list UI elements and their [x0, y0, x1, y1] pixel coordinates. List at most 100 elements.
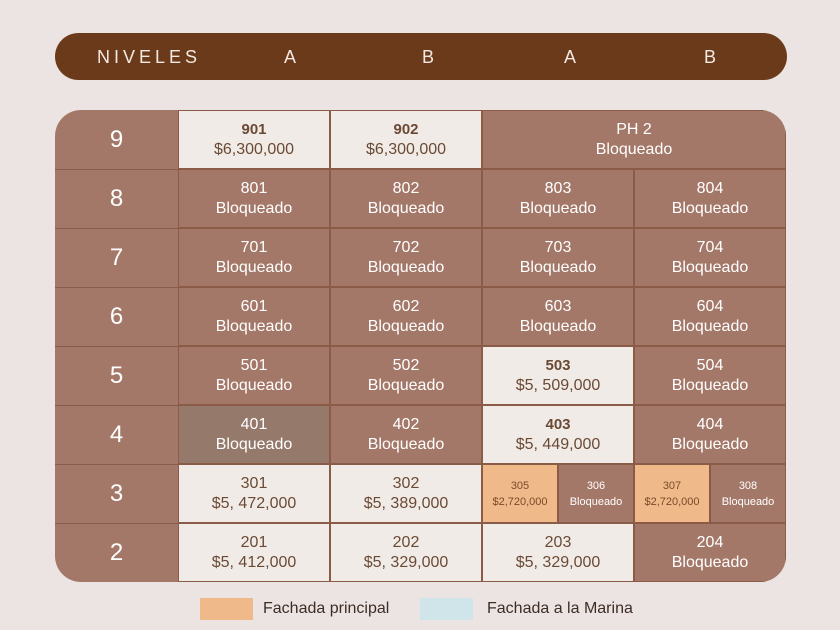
unit-number: 502 — [392, 356, 420, 374]
unit-603[interactable]: 603 Bloqueado — [482, 287, 634, 346]
legend-swatch-principal — [200, 598, 253, 620]
unit-404[interactable]: 404 Bloqueado — [634, 405, 786, 464]
unit-204[interactable]: 204 Bloqueado — [634, 523, 786, 582]
unit-number: 604 — [696, 297, 724, 315]
unit-number: 501 — [240, 356, 268, 374]
unit-status: Bloqueado — [215, 435, 293, 453]
unit-status: $5, 389,000 — [363, 494, 449, 512]
unit-number: 603 — [544, 297, 572, 315]
unit-305[interactable]: 305 $2,720,000 — [482, 464, 558, 523]
unit-status: $5, 329,000 — [363, 553, 449, 571]
unit-501[interactable]: 501 Bloqueado — [178, 346, 330, 405]
level-label: 9 — [55, 110, 178, 170]
unit-504[interactable]: 504 Bloqueado — [634, 346, 786, 405]
unit-number: 307 — [662, 479, 682, 492]
unit-status: Bloqueado — [671, 553, 749, 571]
unit-number: 202 — [392, 533, 420, 551]
header-niveles: NIVELES — [97, 47, 202, 67]
unit-ph2[interactable]: PH 2 Bloqueado — [482, 110, 786, 169]
unit-306[interactable]: 306 Bloqueado — [558, 464, 634, 523]
unit-status: Bloqueado — [595, 140, 673, 158]
unit-status: Bloqueado — [671, 435, 749, 453]
unit-status: Bloqueado — [519, 199, 597, 217]
unit-number: 306 — [586, 479, 606, 492]
unit-number: 503 — [545, 356, 571, 374]
level-label: 4 — [55, 405, 178, 465]
unit-status: $5, 472,000 — [211, 494, 297, 512]
unit-402[interactable]: 402 Bloqueado — [330, 405, 482, 464]
unit-number: 803 — [544, 179, 572, 197]
unit-number: 804 — [696, 179, 724, 197]
unit-403[interactable]: 403 $5, 449,000 — [482, 405, 634, 464]
level-label: 7 — [55, 228, 178, 288]
legend-label-marina: Fachada a la Marina — [487, 600, 633, 617]
unit-status: $5, 412,000 — [211, 553, 297, 571]
unit-number: PH 2 — [616, 120, 652, 138]
unit-status: $5, 449,000 — [515, 435, 601, 453]
unit-status: $5, 509,000 — [515, 376, 601, 394]
unit-number: 302 — [392, 474, 420, 492]
unit-703[interactable]: 703 Bloqueado — [482, 228, 634, 287]
unit-status: $2,720,000 — [644, 495, 700, 508]
unit-status: Bloqueado — [671, 199, 749, 217]
unit-804[interactable]: 804 Bloqueado — [634, 169, 786, 228]
unit-number: 902 — [393, 120, 419, 138]
unit-601[interactable]: 601 Bloqueado — [178, 287, 330, 346]
unit-number: 704 — [696, 238, 724, 256]
header-col-a1: A — [284, 47, 301, 67]
unit-number: 201 — [240, 533, 268, 551]
unit-308[interactable]: 308 Bloqueado — [710, 464, 786, 523]
unit-status: $5, 329,000 — [515, 553, 601, 571]
unit-901[interactable]: 901 $6,300,000 — [178, 110, 330, 169]
unit-status: Bloqueado — [519, 317, 597, 335]
unit-302[interactable]: 302 $5, 389,000 — [330, 464, 482, 523]
unit-701[interactable]: 701 Bloqueado — [178, 228, 330, 287]
unit-number: 403 — [545, 415, 571, 433]
unit-number: 801 — [240, 179, 268, 197]
unit-status: $6,300,000 — [213, 140, 295, 158]
unit-status: Bloqueado — [721, 495, 775, 508]
unit-602[interactable]: 602 Bloqueado — [330, 287, 482, 346]
unit-status: Bloqueado — [367, 317, 445, 335]
unit-status: Bloqueado — [671, 317, 749, 335]
unit-status: Bloqueado — [215, 258, 293, 276]
level-label: 3 — [55, 464, 178, 524]
unit-307[interactable]: 307 $2,720,000 — [634, 464, 710, 523]
unit-number: 901 — [241, 120, 267, 138]
unit-902[interactable]: 902 $6,300,000 — [330, 110, 482, 169]
unit-704[interactable]: 704 Bloqueado — [634, 228, 786, 287]
unit-status: Bloqueado — [519, 258, 597, 276]
unit-702[interactable]: 702 Bloqueado — [330, 228, 482, 287]
unit-number: 703 — [544, 238, 572, 256]
unit-502[interactable]: 502 Bloqueado — [330, 346, 482, 405]
unit-801[interactable]: 801 Bloqueado — [178, 169, 330, 228]
unit-status: Bloqueado — [367, 199, 445, 217]
unit-503[interactable]: 503 $5, 509,000 — [482, 346, 634, 405]
unit-status: Bloqueado — [215, 317, 293, 335]
header-col-b1: B — [422, 47, 439, 67]
unit-number: 402 — [392, 415, 420, 433]
unit-202[interactable]: 202 $5, 329,000 — [330, 523, 482, 582]
unit-status: Bloqueado — [569, 495, 623, 508]
header-col-b2: B — [704, 47, 721, 67]
unit-number: 701 — [240, 238, 268, 256]
unit-number: 702 — [392, 238, 420, 256]
unit-203[interactable]: 203 $5, 329,000 — [482, 523, 634, 582]
unit-201[interactable]: 201 $5, 412,000 — [178, 523, 330, 582]
header-bar: NIVELES A B A B — [55, 33, 787, 80]
unit-status: Bloqueado — [215, 376, 293, 394]
unit-number: 504 — [696, 356, 724, 374]
unit-status: Bloqueado — [367, 435, 445, 453]
unit-802[interactable]: 802 Bloqueado — [330, 169, 482, 228]
unit-number: 308 — [738, 479, 758, 492]
unit-604[interactable]: 604 Bloqueado — [634, 287, 786, 346]
unit-803[interactable]: 803 Bloqueado — [482, 169, 634, 228]
header-col-a2: A — [564, 47, 581, 67]
unit-status: $6,300,000 — [365, 140, 447, 158]
availability-grid: 9 8 7 6 5 4 3 2 901 $6,300,000 902 $6,300,000 PH 2 Bl… — [55, 110, 786, 582]
unit-301[interactable]: 301 $5, 472,000 — [178, 464, 330, 523]
unit-number: 305 — [510, 479, 530, 492]
level-label: 2 — [55, 523, 178, 582]
unit-number: 601 — [240, 297, 268, 315]
unit-401[interactable]: 401 Bloqueado — [178, 405, 330, 464]
